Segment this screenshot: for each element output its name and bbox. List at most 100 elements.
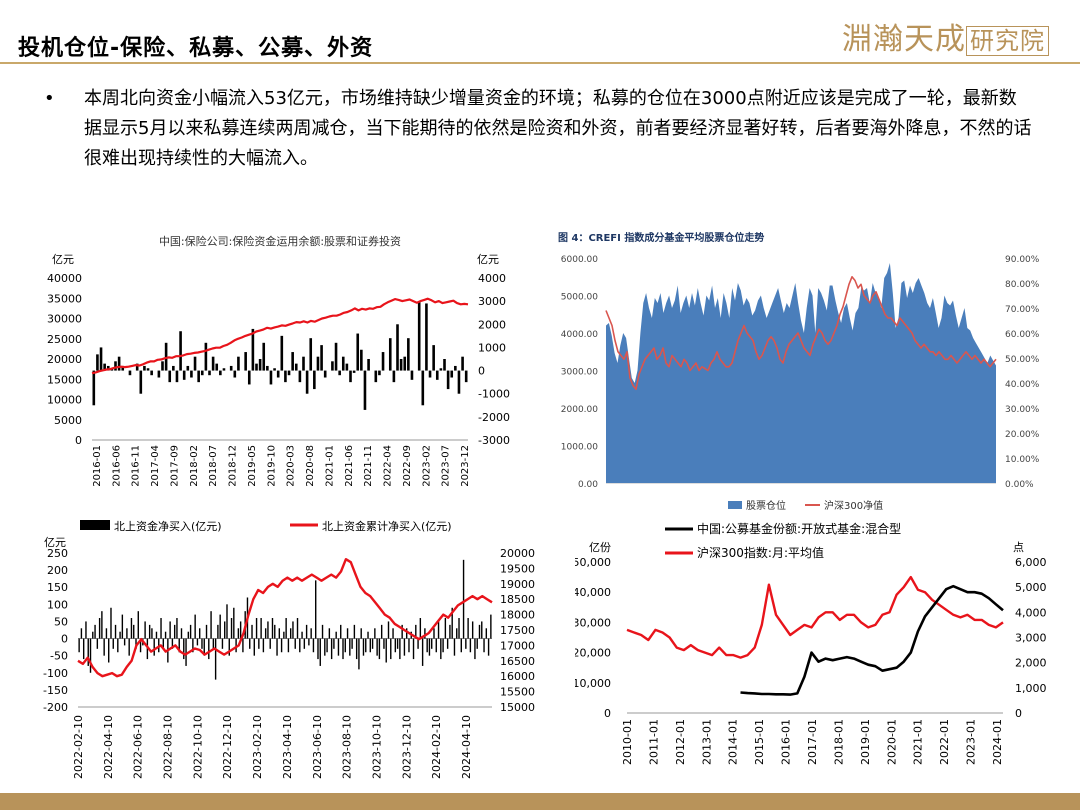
bar <box>360 349 363 371</box>
position-area <box>606 263 996 483</box>
bar <box>376 638 378 656</box>
bar <box>454 365 457 371</box>
x-tick-label: 2019-10 <box>266 445 277 487</box>
bar <box>162 638 165 649</box>
bar <box>291 352 294 371</box>
bar <box>228 638 230 656</box>
bar <box>183 638 185 660</box>
right-tick-label: 60.00% <box>1005 330 1040 340</box>
bar <box>128 370 132 376</box>
bar <box>157 370 161 378</box>
bar <box>192 638 194 653</box>
bar <box>205 624 208 639</box>
bar <box>405 628 408 639</box>
left-axis-unit: 亿份 <box>589 541 611 554</box>
left-axis-unit: 亿元 <box>44 536 66 549</box>
bar <box>308 638 310 646</box>
bar <box>185 638 187 666</box>
left-tick-label: 20,000 <box>575 647 611 660</box>
bar <box>458 618 460 639</box>
bar <box>266 365 269 371</box>
chart-title: 图 4：CREFI 指数成分基金平均股票仓位走势 <box>558 231 764 244</box>
bar <box>305 624 308 639</box>
bar <box>360 628 362 639</box>
right-tick-label: -3000 <box>478 434 510 447</box>
fund-share-line <box>740 584 1004 696</box>
bar <box>119 631 121 639</box>
x-tick-label: 2020-08 <box>305 445 316 487</box>
bar <box>280 335 284 371</box>
right-tick-label: 19000 <box>500 578 535 591</box>
chart-crefi: 图 4：CREFI 指数成分基金平均股票仓位走势 6000.00 5000.00 40… <box>558 231 1040 510</box>
bar <box>269 638 271 649</box>
bar <box>358 638 360 670</box>
x-tick-label: 2022-10-10 <box>191 715 204 779</box>
bar <box>440 638 442 660</box>
bar <box>469 638 472 653</box>
bar <box>312 638 315 653</box>
bar <box>355 638 358 660</box>
bar <box>385 638 387 663</box>
bar <box>435 370 439 380</box>
bar <box>221 638 224 649</box>
bar <box>381 352 385 371</box>
bar <box>235 638 237 653</box>
bar <box>476 638 478 649</box>
bar <box>175 370 179 383</box>
x-tick-label: 2015-01 <box>753 719 766 765</box>
left-tick-label: 5000 <box>54 414 82 427</box>
right-axis-unit: 亿元 <box>477 253 499 266</box>
bar <box>294 363 298 371</box>
x-tick-label: 2019-01 <box>859 719 872 765</box>
bar <box>137 611 139 639</box>
bar <box>437 621 440 639</box>
left-tick-label: -100 <box>43 667 68 680</box>
right-tick-label: 30.00% <box>1005 405 1040 415</box>
bar <box>326 638 328 653</box>
title-divider <box>0 62 1080 64</box>
slide-title: 投机仓位-保险、私募、公募、外资 <box>18 36 374 61</box>
bar <box>305 370 309 394</box>
left-tick-label: 25000 <box>47 333 82 346</box>
bar <box>92 370 96 406</box>
bar <box>478 624 481 639</box>
x-tick-label: 2022-08-10 <box>162 715 175 779</box>
bar <box>344 638 346 653</box>
bar <box>180 628 183 639</box>
bar <box>346 628 349 639</box>
x-tick-label: 2022-04 <box>383 445 394 487</box>
bar <box>249 638 251 649</box>
bar <box>230 618 233 639</box>
bar <box>186 365 190 371</box>
x-tick-label: 2022-01 <box>938 719 951 765</box>
bar <box>403 356 407 371</box>
right-tick-label: 4,000 <box>1015 606 1047 619</box>
bar <box>417 638 419 649</box>
bar <box>453 638 456 656</box>
bar <box>214 638 217 680</box>
bar <box>239 621 242 639</box>
left-tick-label: 4000.00 <box>561 330 598 340</box>
bar <box>425 303 428 371</box>
bar <box>289 628 292 639</box>
bar <box>399 359 403 371</box>
bar <box>143 365 146 371</box>
x-tick-label: 2024-04-10 <box>460 715 473 779</box>
x-tick-label: 2014-01 <box>727 719 740 765</box>
legend-label: 中国:公募基金份额:开放式基金:混合型 <box>697 521 901 536</box>
bar <box>330 638 333 660</box>
right-tick-label: 0.00% <box>1005 480 1034 490</box>
x-tick-label: 2012-01 <box>674 719 687 765</box>
left-tick-label: -200 <box>43 701 68 714</box>
bar <box>421 638 424 666</box>
left-tick-label: 200 <box>47 564 68 577</box>
left-tick-label: 0 <box>75 434 82 447</box>
bar <box>164 631 167 639</box>
left-tick-label: 0.00 <box>578 480 598 490</box>
footer-bar <box>0 793 1080 810</box>
bar <box>126 628 128 639</box>
bar <box>399 638 401 660</box>
bar <box>117 638 119 653</box>
bar <box>401 624 403 639</box>
